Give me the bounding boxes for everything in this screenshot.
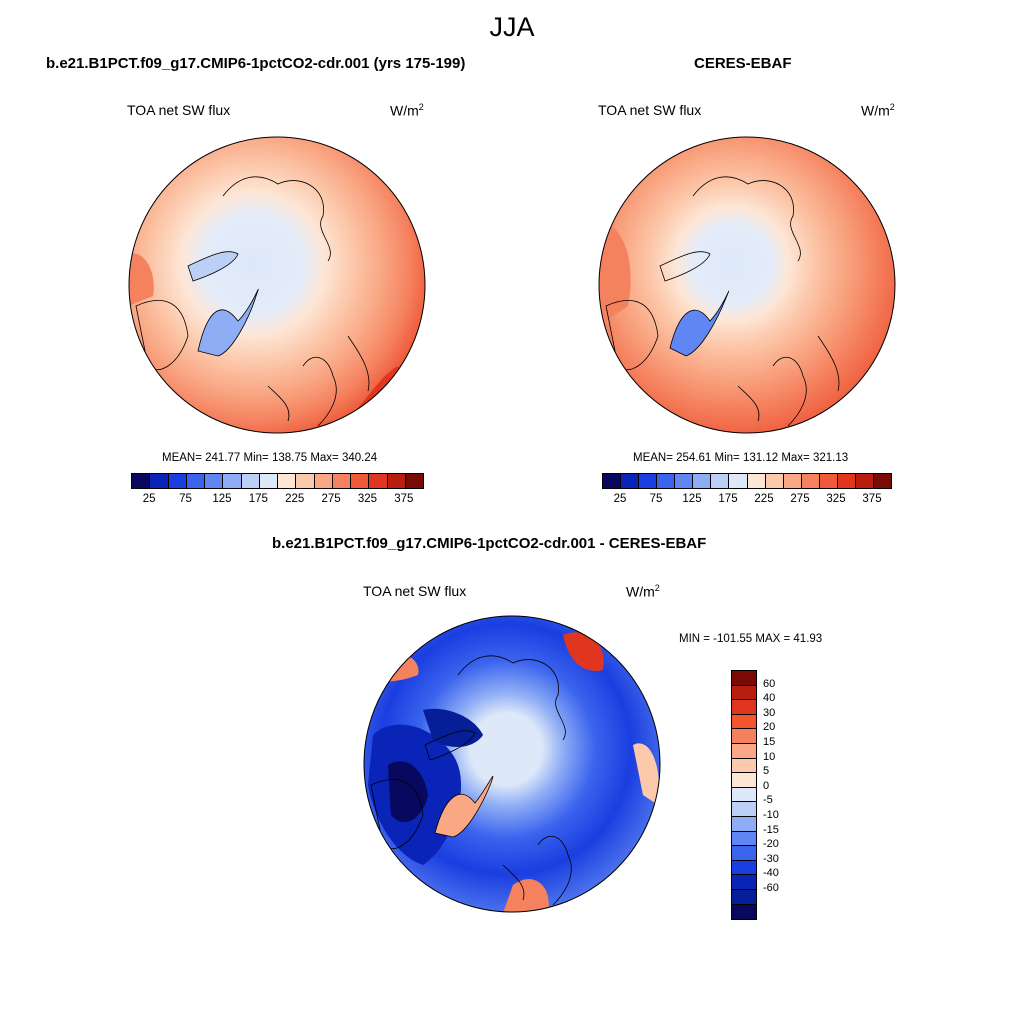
diff-colorbar-box (732, 700, 756, 715)
model-colorbar-tick-label: 25 (142, 493, 156, 505)
diff-colorbar-box (732, 714, 756, 730)
diff-colorbar-tick-label: -20 (763, 838, 779, 851)
model-colorbar-box (259, 474, 278, 488)
diff-colorbar-tick-label: -10 (763, 809, 779, 821)
obs-colorbar-tick-label: 125 (682, 493, 702, 505)
model-colorbar-box (405, 474, 423, 488)
diff-colorbar-tick-label: 20 (763, 721, 776, 734)
obs-colorbar-box (603, 474, 622, 488)
model-colorbar-tick-label: 325 (357, 493, 378, 505)
model-colorbar-box (387, 474, 406, 488)
diff-colorbar-box (732, 758, 756, 774)
diff-colorbar-tick-label: -60 (763, 882, 779, 894)
diff-colorbar-tick-label: -5 (763, 794, 773, 807)
obs-unit-label: W/m2 (861, 102, 895, 119)
obs-colorbar-box (801, 474, 820, 488)
model-colorbar-box (241, 474, 260, 488)
diff-colorbar-tick-label: -15 (763, 823, 779, 836)
obs-colorbar (602, 473, 892, 489)
diff-polar-map (363, 615, 661, 913)
diff-colorbar-box (732, 846, 756, 861)
model-variable-label: TOA net SW flux (127, 102, 231, 118)
obs-colorbar-tick-label: 25 (613, 493, 627, 505)
diff-colorbar-box (732, 743, 756, 759)
diff-colorbar-box (732, 875, 756, 890)
obs-stats: MEAN= 254.61 Min= 131.12 Max= 321.13 (633, 452, 849, 464)
diff-colorbar-box (732, 889, 756, 905)
model-colorbar-box (223, 474, 242, 488)
obs-colorbar-box (639, 474, 658, 488)
model-colorbar-tick-label: 225 (285, 493, 305, 505)
obs-colorbar-box (783, 474, 802, 488)
obs-variable-label: TOA net SW flux (598, 102, 702, 118)
obs-polar-map (598, 136, 896, 434)
obs-colorbar-box (855, 474, 874, 488)
model-colorbar-tick-label: 375 (394, 493, 414, 505)
obs-colorbar-box (657, 474, 676, 488)
diff-panel-title: b.e21.B1PCT.f09_g17.CMIP6-1pctCO2-cdr.00… (272, 535, 707, 552)
model-colorbar-tick-label: 175 (248, 493, 268, 505)
obs-colorbar-tick-label: 325 (826, 493, 846, 505)
model-colorbar-box (351, 474, 370, 488)
obs-colorbar-box (837, 474, 856, 488)
model-colorbar (131, 473, 424, 489)
diff-colorbar-tick-label: 5 (763, 765, 770, 778)
obs-colorbar-tick-label: 175 (718, 493, 738, 505)
diff-colorbar-box (732, 860, 756, 876)
model-colorbar-box (369, 474, 388, 488)
obs-panel-title: CERES-EBAF (694, 55, 792, 72)
diff-colorbar-tick-label: 60 (763, 677, 776, 690)
diff-colorbar-box (732, 773, 756, 788)
diff-colorbar-box (732, 831, 756, 847)
diff-colorbar-box (732, 904, 756, 920)
obs-colorbar-box (765, 474, 784, 488)
obs-colorbar-box (729, 474, 748, 488)
obs-colorbar-box (693, 474, 712, 488)
model-colorbar-box (205, 474, 224, 488)
obs-colorbar-box (747, 474, 766, 488)
obs-colorbar-box (819, 474, 838, 488)
diff-colorbar-tick-label: 15 (763, 736, 776, 748)
model-unit-label: W/m2 (390, 102, 424, 119)
diff-colorbar-box (732, 787, 756, 803)
diff-colorbar-tick-label: 0 (763, 779, 770, 792)
model-colorbar-tick-label: 275 (321, 493, 341, 505)
obs-colorbar-tick-label: 75 (649, 493, 663, 505)
obs-colorbar-tick-label: 225 (754, 493, 774, 505)
obs-colorbar-tick-label: 275 (790, 493, 810, 505)
model-polar-map (128, 136, 426, 434)
diff-colorbar-box (732, 729, 756, 744)
model-colorbar-box (296, 474, 315, 488)
diff-colorbar-box (732, 671, 756, 686)
model-colorbar-tick-label: 75 (179, 493, 192, 505)
obs-colorbar-box (621, 474, 640, 488)
obs-colorbar-box (711, 474, 730, 488)
model-colorbar-box (168, 474, 187, 488)
diff-colorbar-tick-label: 30 (763, 706, 776, 719)
diff-colorbar-tick-label: 40 (763, 692, 776, 705)
obs-colorbar-tick-label: 375 (862, 493, 882, 505)
diff-colorbar (731, 670, 757, 921)
model-stats: MEAN= 241.77 Min= 138.75 Max= 340.24 (162, 452, 378, 464)
model-colorbar-tick-label: 125 (212, 493, 232, 505)
model-colorbar-box (314, 474, 333, 488)
model-colorbar-box (332, 474, 351, 488)
diff-unit-label: W/m2 (626, 583, 660, 600)
model-colorbar-box (278, 474, 297, 488)
model-colorbar-box (150, 474, 169, 488)
diff-colorbar-tick-label: -40 (763, 867, 779, 880)
model-panel-title: b.e21.B1PCT.f09_g17.CMIP6-1pctCO2-cdr.00… (46, 55, 466, 72)
diff-variable-label: TOA net SW flux (363, 583, 467, 599)
model-colorbar-box (186, 474, 205, 488)
diff-colorbar-tick-label: -30 (763, 852, 779, 865)
obs-colorbar-box (675, 474, 694, 488)
diff-colorbar-box (732, 802, 756, 817)
diff-stats: MIN = -101.55 MAX = 41.93 (679, 633, 823, 645)
diff-colorbar-tick-label: 10 (763, 750, 776, 763)
obs-colorbar-box (873, 474, 891, 488)
figure-title: JJA (489, 12, 535, 42)
model-colorbar-box (132, 474, 151, 488)
diff-colorbar-box (732, 685, 756, 701)
diff-colorbar-box (732, 816, 756, 832)
